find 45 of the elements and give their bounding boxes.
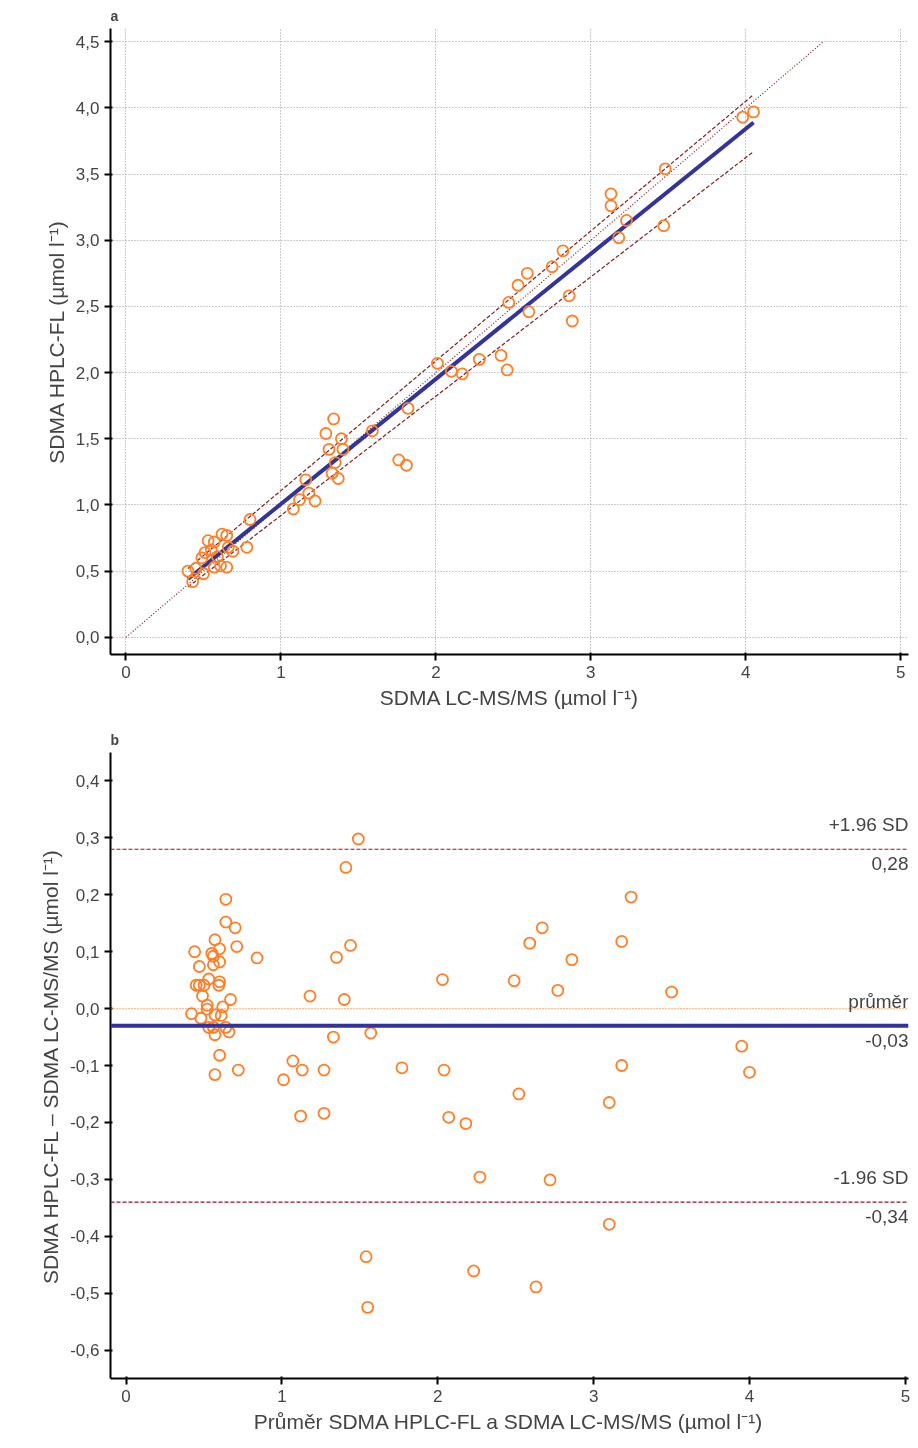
ref-line-label: průměr bbox=[848, 990, 910, 1012]
y-tick-label: -0,1 bbox=[70, 1056, 100, 1076]
annotation: -0,03 bbox=[865, 1029, 909, 1051]
y-tick-label: 4,0 bbox=[75, 98, 100, 118]
y-axis-title: SDMA HPLC-FL (µmol l⁻¹) bbox=[44, 221, 68, 464]
y-tick-label: 0,3 bbox=[75, 828, 100, 848]
y-tick-label: 2,0 bbox=[75, 363, 100, 383]
annotation: 0,28 bbox=[871, 853, 909, 875]
y-tick-label: -0,3 bbox=[70, 1170, 100, 1190]
x-tick-label: 3 bbox=[586, 662, 596, 682]
y-tick-label: 3,0 bbox=[75, 231, 100, 251]
x-tick-label: 1 bbox=[276, 662, 286, 682]
y-tick-label: 4,5 bbox=[75, 32, 100, 52]
y-tick-label: 0,1 bbox=[75, 942, 100, 962]
x-tick-label: 0 bbox=[121, 662, 131, 682]
y-tick-label: 0,2 bbox=[75, 885, 100, 905]
x-axis-title: SDMA LC-MS/MS (µmol l⁻¹) bbox=[379, 685, 639, 709]
y-tick-label: 2,5 bbox=[75, 297, 100, 317]
x-tick-label: 1 bbox=[277, 1386, 287, 1406]
y-tick-label: 0,5 bbox=[75, 562, 100, 582]
x-tick-label: 5 bbox=[900, 1386, 911, 1406]
y-axis-title: SDMA HPLC-FL – SDMA LC-MS/MS (µmol l⁻¹) bbox=[39, 850, 63, 1284]
x-tick-label: 2 bbox=[431, 662, 441, 682]
y-tick-label: 1,0 bbox=[75, 495, 100, 515]
y-tick-label: -0,4 bbox=[70, 1227, 100, 1247]
annotation: -0,34 bbox=[865, 1206, 909, 1228]
y-tick-label: -0,2 bbox=[70, 1113, 100, 1133]
ref-line-label: -1.96 SD bbox=[833, 1167, 909, 1189]
y-tick-label: 0,0 bbox=[75, 628, 100, 648]
y-tick-label: -0,6 bbox=[70, 1341, 100, 1361]
y-tick-label: 0,4 bbox=[75, 771, 100, 791]
x-tick-label: 4 bbox=[741, 662, 751, 682]
y-tick-label: -0,5 bbox=[70, 1284, 100, 1304]
x-tick-label: 3 bbox=[588, 1386, 599, 1406]
chart-title: b bbox=[110, 731, 120, 748]
x-tick-label: 5 bbox=[896, 662, 906, 682]
ref-line-label: +1.96 SD bbox=[828, 814, 909, 836]
x-tick-label: 4 bbox=[744, 1386, 755, 1406]
x-tick-label: 2 bbox=[433, 1386, 443, 1406]
chart-title: a bbox=[110, 7, 119, 24]
y-tick-label: 3,5 bbox=[75, 165, 100, 185]
x-tick-label: 0 bbox=[121, 1386, 131, 1406]
y-tick-label: 0,0 bbox=[75, 999, 100, 1019]
x-axis-title: Průměr SDMA HPLC-FL a SDMA LC-MS/MS (µmol l⁻¹) bbox=[253, 1409, 763, 1433]
y-tick-label: 1,5 bbox=[75, 429, 100, 449]
